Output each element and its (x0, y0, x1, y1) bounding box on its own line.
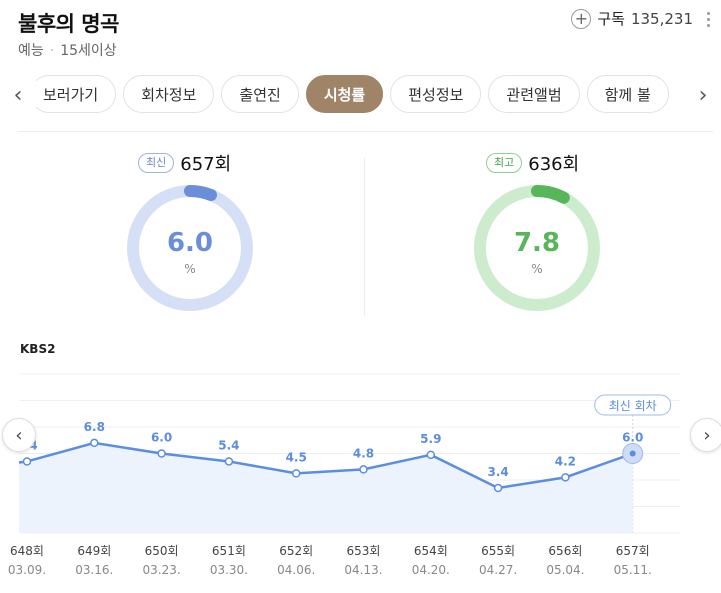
x-tick-episode: 648회 (10, 544, 44, 558)
best-episode: 636회 (528, 154, 580, 175)
channel-label: KBS2 (20, 342, 56, 356)
chevron-right-icon: › (703, 424, 711, 446)
tab-list: 보러가기 회차정보 출연진 시청률 편성정보 관련앨범 함께 볼 (36, 75, 685, 115)
latest-rating-value: 6.0 (166, 228, 214, 258)
program-title: 불후의 명곡 (18, 12, 119, 36)
data-label: 4.8 (353, 446, 374, 460)
x-tick-date: 03.09. (8, 563, 46, 577)
separator-dot: · (49, 43, 55, 59)
data-label: 3.4 (487, 465, 508, 479)
data-point (22, 457, 32, 466)
best-rating-value: 7.8 (513, 228, 561, 258)
subscribe-button[interactable]: + 구독 135,231 (571, 8, 693, 29)
x-tick-episode: 649회 (77, 544, 111, 558)
ratings-chart-svg: 5.4 648회 03.09. 6.8 649회 03.16. 6.0 650회 03.23. 5… (8, 373, 680, 577)
x-tick-episode: 652회 (279, 544, 313, 558)
data-label: 6.0 (622, 431, 643, 445)
x-tick-date: 03.16. (75, 563, 113, 577)
latest-badge: 최신 (138, 153, 175, 173)
section-divider (18, 131, 713, 132)
x-tick-episode: 653회 (347, 544, 381, 558)
x-tick-episode: 656회 (548, 544, 582, 558)
x-tick-date: 04.27. (479, 563, 517, 577)
data-label: 6.8 (84, 420, 105, 434)
data-label: 6.0 (151, 431, 172, 445)
best-rating-unit: % (531, 262, 543, 276)
latest-rating-unit: % (184, 262, 196, 276)
best-badge: 최고 (486, 153, 523, 173)
latest-callout-box (594, 394, 672, 416)
x-tick-date: 04.06. (277, 563, 315, 577)
chart-prev-button[interactable]: ‹ (2, 418, 36, 452)
x-tick-episode: 655회 (481, 544, 515, 558)
data-point (157, 449, 166, 458)
best-stat-header: 최고 636회 (486, 150, 579, 176)
x-tick-date: 05.04. (546, 563, 584, 577)
tab-bar: 보러가기 회차정보 출연진 시청률 편성정보 관련앨범 함께 볼 ‹ › (0, 72, 721, 118)
area-fill (19, 442, 633, 533)
data-point (224, 457, 234, 466)
tab-episodes[interactable]: 회차정보 (123, 75, 215, 113)
latest-callout-text: 최신 회차 (609, 399, 657, 413)
x-tick-date: 04.13. (344, 563, 382, 577)
x-tick-date: 03.30. (210, 563, 248, 577)
latest-rating-ring: 6.0 % (126, 184, 254, 312)
x-tick-date: 04.20. (412, 563, 450, 577)
ratings-chart: 5.4 648회 03.09. 6.8 649회 03.16. 6.0 650회 03.23. 5… (0, 360, 721, 593)
x-tick-episode: 657회 (616, 544, 650, 558)
more-options-icon[interactable] (707, 12, 711, 30)
tab-cast[interactable]: 출연진 (221, 75, 299, 113)
best-ring-svg (474, 185, 600, 311)
data-point (291, 469, 301, 478)
x-tick-episode: 650회 (145, 544, 179, 558)
tab-schedule[interactable]: 편성정보 (390, 75, 482, 113)
chart-next-button[interactable]: › (690, 418, 721, 452)
data-point (493, 483, 503, 493)
data-label: 4.2 (555, 454, 576, 468)
tab-next-chevron-icon[interactable]: › (685, 72, 721, 118)
best-rating-ring: 7.8 % (473, 184, 601, 312)
data-point (561, 473, 570, 482)
data-point (426, 450, 436, 460)
genre-label: 예능 (18, 43, 44, 59)
chevron-left-icon: ‹ (15, 424, 23, 446)
latest-stat-header: 최신 657회 (138, 150, 231, 176)
x-tick-date: 05.11. (614, 563, 652, 577)
data-label: 4.5 (286, 450, 307, 464)
subscribe-count: 135,231 (630, 9, 693, 28)
data-point (90, 438, 99, 448)
tab-prev-chevron-icon[interactable]: ‹ (0, 72, 36, 118)
plus-icon: + (571, 8, 592, 29)
data-point (359, 465, 368, 474)
x-tick-episode: 651회 (212, 544, 246, 558)
data-point (629, 450, 636, 457)
tab-albums[interactable]: 관련앨범 (488, 75, 580, 113)
age-rating: 15세이상 (60, 43, 117, 59)
tab-ratings[interactable]: 시청률 (305, 75, 384, 113)
x-tick-date: 03.23. (143, 563, 181, 577)
stats-divider (364, 158, 365, 316)
latest-episode: 657회 (180, 154, 232, 175)
tab-together[interactable]: 함께 볼 (586, 75, 669, 113)
data-label: 5.4 (218, 438, 239, 452)
subscribe-label: 구독 (597, 10, 625, 28)
tab-watch[interactable]: 보러가기 (36, 75, 117, 113)
x-tick-episode: 654회 (414, 544, 448, 558)
program-meta: 예능 · 15세이상 (18, 40, 117, 60)
data-label: 5.9 (420, 432, 441, 446)
latest-ring-svg (127, 185, 253, 311)
